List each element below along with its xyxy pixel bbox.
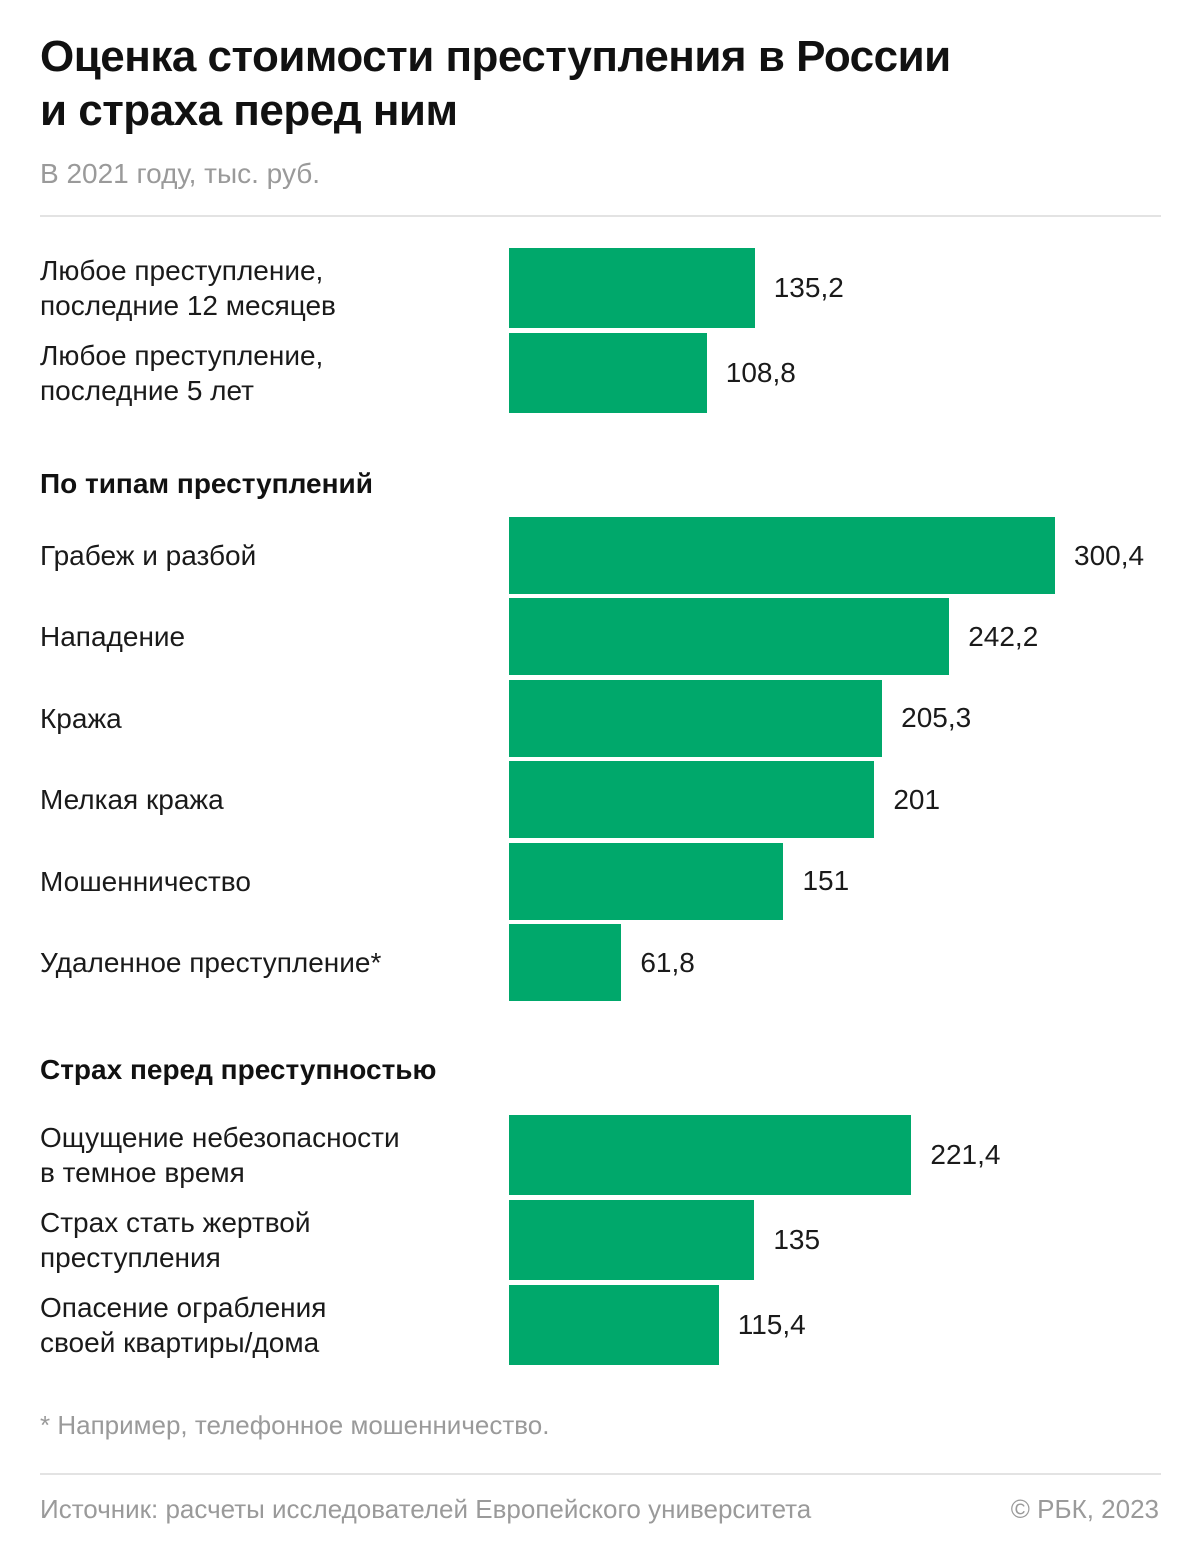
bar-label: Грабеж и разбой <box>40 540 257 571</box>
bar <box>509 598 950 676</box>
bar-label: Нападение <box>40 621 186 653</box>
footnote: * Например, телефонное мошенничество. <box>40 1410 550 1440</box>
bar-value-label: 135 <box>773 1224 821 1255</box>
bar-value-label: 108,8 <box>725 357 796 388</box>
bar-label: Мошенничество <box>40 865 251 897</box>
copyright-text: © РБК, 2023 <box>1010 1494 1159 1524</box>
bar-value-label: 135,2 <box>773 272 844 303</box>
bar-label: Ощущение небезопасности в темное время <box>40 1122 400 1188</box>
bar-value-label: 151 <box>802 865 850 897</box>
chart-subtitle: В 2021 году, тыс. руб. <box>40 158 321 189</box>
chart-title: Оценка стоимости преступления в России и… <box>40 32 951 135</box>
bar <box>509 517 1055 594</box>
bar-value-label: 300,4 <box>1074 539 1145 571</box>
bar <box>509 1285 719 1365</box>
bar-label: Удаленное преступление* <box>40 947 382 978</box>
section-heading-types: По типам преступлений <box>40 468 373 499</box>
bottom-divider <box>40 1473 1161 1475</box>
bar <box>509 248 755 328</box>
bar <box>509 1200 755 1280</box>
bar-value-label: 115,4 <box>737 1309 806 1340</box>
bar <box>509 333 707 413</box>
bar-label: Кража <box>40 702 122 734</box>
bar <box>509 924 622 1001</box>
bar <box>509 679 883 757</box>
bar-label: Мелкая кража <box>40 784 224 816</box>
bar-label: Любое преступление, последние 12 месяцев <box>40 255 336 321</box>
bar-value-label: 61,8 <box>640 946 695 978</box>
bar-value-label: 201 <box>893 783 941 815</box>
bar <box>509 842 784 920</box>
top-divider <box>40 215 1161 217</box>
section-heading-fear: Страх перед преступностью <box>40 1054 437 1085</box>
bar-value-label: 205,3 <box>901 702 972 734</box>
bar-label: Страх стать жертвой преступления <box>40 1207 311 1273</box>
bar-value-label: 221,4 <box>930 1139 1001 1170</box>
bar <box>509 761 875 839</box>
bar-value-label: 242,2 <box>968 620 1039 652</box>
bar <box>509 1115 912 1195</box>
bar-label: Опасение ограбления своей квартиры/дома <box>40 1292 327 1358</box>
source-text: Источник: расчеты исследователей Европей… <box>40 1494 812 1524</box>
bar-label: Любое преступление, последние 5 лет <box>40 340 324 406</box>
